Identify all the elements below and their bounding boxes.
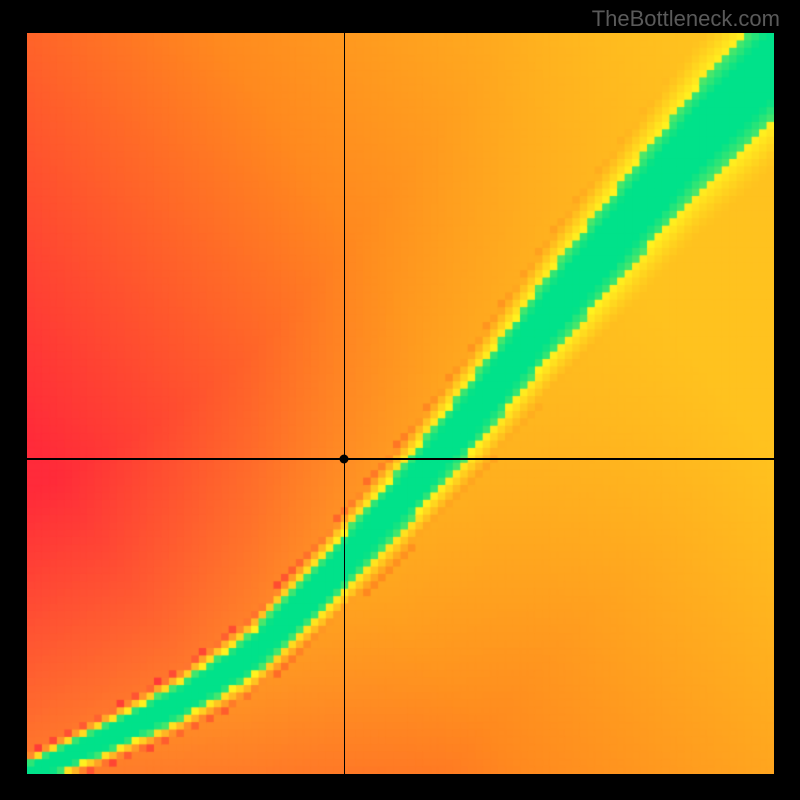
- plot-area: [27, 33, 774, 774]
- crosshair-horizontal: [27, 458, 774, 459]
- crosshair-vertical: [344, 33, 345, 774]
- bottleneck-heatmap: [27, 33, 774, 774]
- chart-container: TheBottleneck.com: [0, 0, 800, 800]
- attribution-text: TheBottleneck.com: [592, 6, 780, 32]
- crosshair-marker-dot: [340, 455, 349, 464]
